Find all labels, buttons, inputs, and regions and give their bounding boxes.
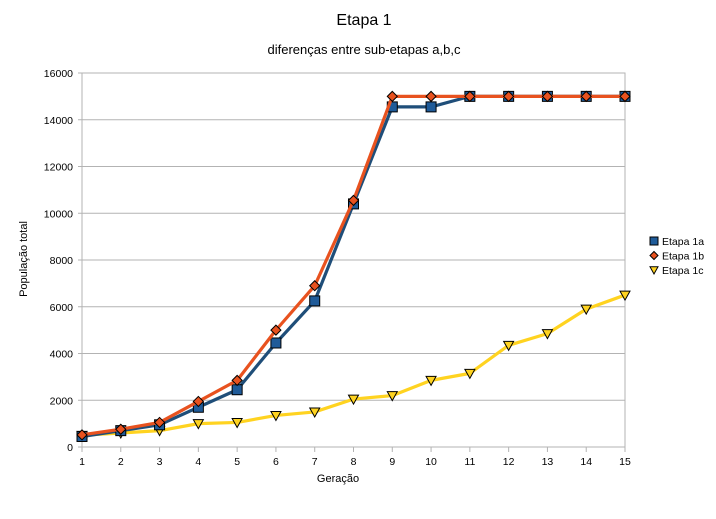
legend-label: Etapa 1a: [662, 236, 704, 248]
data-point-triangle: [649, 266, 659, 276]
y-tick-label: 4000: [50, 349, 74, 361]
data-point-diamond: [115, 423, 127, 435]
y-tick-label: 10000: [44, 208, 73, 220]
grid-layer: [82, 72, 625, 401]
y-axis-label: População total: [18, 221, 30, 297]
data-point-diamond: [231, 374, 243, 387]
y-tick-label: 14000: [44, 115, 73, 127]
legend: Etapa 1a Etapa 1b Etapa 1c: [649, 236, 704, 277]
data-point-triangle: [580, 304, 593, 316]
data-point-triangle: [502, 340, 515, 352]
y-tick-label: 12000: [44, 162, 73, 174]
data-point-square: [270, 337, 282, 349]
data-point-triangle: [270, 410, 282, 422]
y-tick-label: 8000: [50, 255, 74, 267]
data-point-diamond: [619, 90, 631, 103]
legend-item: Etapa 1a: [649, 236, 704, 248]
legend-label: Etapa 1b: [662, 251, 704, 263]
x-tick-label: 3: [157, 456, 163, 468]
data-point-diamond: [347, 194, 360, 207]
data-point-triangle: [192, 419, 205, 430]
data-point-triangle: [464, 368, 476, 380]
data-point-square: [649, 236, 659, 246]
series-layer: [76, 90, 631, 442]
data-point-triangle: [231, 417, 243, 429]
x-tick-label: 2: [118, 456, 124, 468]
data-point-square: [425, 101, 437, 113]
chart-title: Etapa 1: [336, 12, 391, 29]
series-line: [81, 94, 625, 437]
data-point-triangle: [425, 375, 437, 387]
y-tick-label: 2000: [50, 395, 74, 407]
x-axis-label: Geração: [317, 473, 359, 485]
series-etapa-1b: [76, 90, 631, 441]
x-tick-label: 7: [312, 456, 318, 468]
data-point-square: [231, 384, 243, 396]
data-point-diamond: [192, 395, 205, 408]
data-point-triangle: [347, 394, 360, 406]
x-tick-label: 14: [580, 456, 592, 468]
legend-label: Etapa 1c: [662, 265, 703, 277]
data-point-diamond: [309, 280, 321, 292]
legend-item: Etapa 1c: [649, 265, 703, 277]
x-tick-label: 13: [542, 456, 554, 468]
data-point-diamond: [580, 90, 592, 103]
x-tick-label: 12: [503, 456, 515, 468]
x-tick-label: 9: [389, 456, 395, 468]
data-point-diamond: [541, 90, 554, 103]
series-line: [81, 293, 626, 437]
data-point-diamond: [425, 90, 437, 103]
x-tick-label: 11: [464, 456, 475, 468]
data-point-diamond: [76, 429, 88, 441]
x-tick-label: 10: [425, 456, 437, 468]
data-point-triangle: [308, 407, 321, 418]
x-tick-label: 5: [234, 456, 240, 468]
series-etapa-1a: [76, 90, 631, 442]
chart-subtitle: diferenças entre sub-etapas a,b,c: [268, 42, 461, 57]
x-tick-label: 6: [273, 456, 279, 468]
y-tick-label: 16000: [44, 68, 73, 80]
data-point-diamond: [386, 90, 398, 103]
x-tick-label: 1: [79, 456, 85, 468]
data-point-diamond: [649, 250, 659, 261]
data-point-diamond: [502, 90, 515, 103]
data-point-triangle: [619, 290, 631, 302]
x-tick-label: 15: [619, 456, 631, 468]
data-point-diamond: [464, 90, 476, 103]
data-point-triangle: [541, 329, 554, 340]
data-point-square: [309, 295, 321, 307]
data-point-triangle: [386, 391, 399, 402]
legend-item: Etapa 1b: [649, 250, 704, 263]
data-point-diamond: [153, 416, 166, 429]
x-tick-label: 4: [195, 456, 201, 468]
data-point-diamond: [270, 324, 282, 336]
series-line: [81, 94, 625, 439]
y-tick-label: 0: [67, 442, 73, 454]
y-tick-label: 6000: [50, 302, 74, 314]
x-tick-label: 8: [351, 456, 357, 468]
